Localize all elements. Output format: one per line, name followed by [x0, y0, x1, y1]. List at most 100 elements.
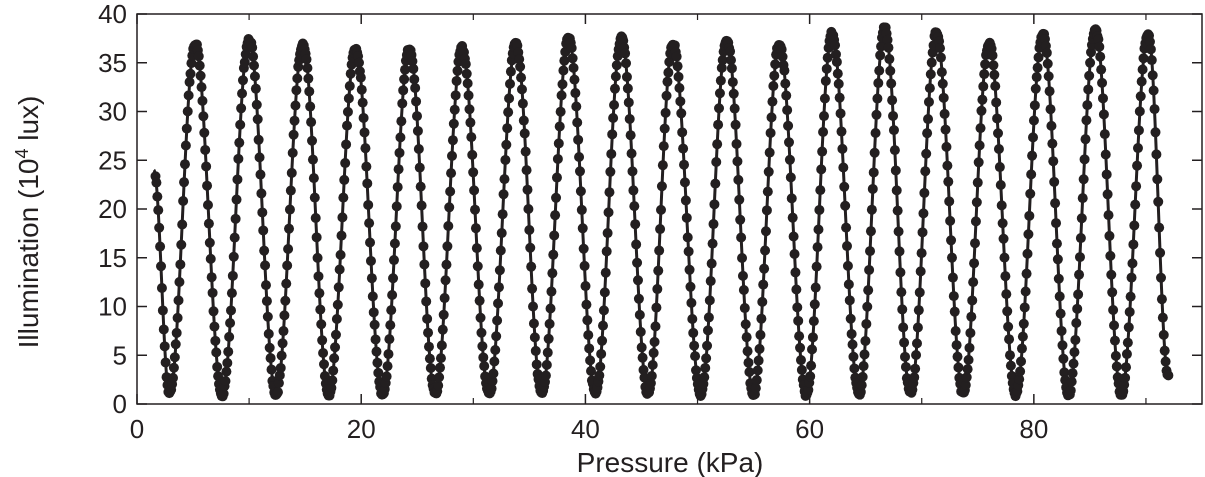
- data-point: [713, 119, 724, 130]
- data-point: [819, 93, 830, 104]
- data-point: [621, 71, 632, 82]
- data-point: [769, 70, 780, 81]
- data-point: [337, 212, 348, 223]
- data-point: [1054, 291, 1065, 302]
- data-point: [715, 75, 726, 86]
- data-point: [1058, 353, 1069, 364]
- data-point: [386, 305, 397, 316]
- data-point: [255, 169, 266, 180]
- data-point: [1150, 127, 1161, 138]
- data-point: [362, 178, 373, 189]
- data-point: [461, 68, 472, 79]
- data-point: [1093, 34, 1104, 45]
- data-point: [682, 232, 693, 243]
- data-point: [888, 125, 899, 136]
- data-point: [433, 380, 444, 391]
- data-point: [221, 366, 232, 377]
- data-point: [249, 71, 260, 82]
- data-point: [171, 327, 182, 338]
- data-point: [1015, 366, 1026, 377]
- data-point: [397, 98, 408, 109]
- data-point: [491, 331, 502, 342]
- data-point: [1030, 83, 1041, 94]
- data-point: [1097, 77, 1108, 88]
- data-point: [1152, 174, 1163, 185]
- data-point: [440, 275, 451, 286]
- data-point: [438, 309, 449, 320]
- data-point: [541, 359, 552, 370]
- data-point: [172, 312, 183, 323]
- data-point: [601, 246, 612, 257]
- data-point: [609, 99, 620, 110]
- data-point: [545, 303, 556, 314]
- data-point: [211, 347, 222, 358]
- data-point: [393, 164, 404, 175]
- data-point: [547, 268, 558, 279]
- data-point: [920, 166, 931, 177]
- data-point: [207, 287, 218, 298]
- data-point: [700, 362, 711, 373]
- y-tick-label: 5: [113, 340, 127, 370]
- data-point: [656, 181, 667, 192]
- data-point: [672, 61, 683, 72]
- data-point: [999, 252, 1010, 263]
- x-tick-label: 60: [795, 414, 824, 444]
- data-point: [1028, 115, 1039, 126]
- data-point: [343, 93, 354, 104]
- data-point: [531, 359, 542, 370]
- data-point: [626, 148, 637, 159]
- data-point: [638, 364, 649, 375]
- data-point: [876, 41, 887, 52]
- data-point: [556, 90, 567, 101]
- data-point: [231, 194, 242, 205]
- data-point: [873, 78, 884, 89]
- data-point: [681, 212, 692, 223]
- data-point: [945, 215, 956, 226]
- data-point: [837, 143, 848, 154]
- data-point: [1108, 305, 1119, 316]
- data-point: [625, 130, 636, 141]
- data-point: [960, 380, 971, 391]
- data-point: [686, 297, 697, 308]
- data-point: [598, 305, 609, 316]
- data-point: [784, 137, 794, 148]
- data-point: [305, 101, 316, 112]
- data-point: [600, 267, 611, 278]
- data-point: [599, 287, 610, 298]
- data-point: [818, 126, 829, 137]
- data-point: [1024, 210, 1035, 221]
- data-point: [968, 277, 979, 288]
- data-point: [777, 51, 788, 62]
- data-point: [413, 144, 424, 154]
- data-point: [497, 209, 508, 220]
- data-point: [727, 77, 738, 88]
- data-point: [1128, 239, 1139, 250]
- data-point: [273, 378, 284, 389]
- data-point: [946, 235, 957, 246]
- data-point: [315, 304, 326, 315]
- data-point: [442, 241, 453, 252]
- data-point: [818, 111, 829, 122]
- data-point: [1072, 303, 1083, 314]
- data-point: [656, 204, 667, 215]
- data-point: [858, 361, 869, 372]
- data-point: [977, 94, 988, 105]
- data-point: [339, 174, 350, 185]
- data-point: [576, 204, 587, 215]
- data-point: [1053, 273, 1064, 284]
- data-point: [527, 283, 538, 294]
- data-point: [742, 346, 753, 357]
- data-point: [515, 61, 526, 72]
- data-point: [170, 339, 181, 350]
- data-point: [671, 51, 682, 62]
- data-point: [971, 197, 982, 208]
- data-point: [1002, 306, 1013, 317]
- data-point: [478, 352, 489, 363]
- data-point: [835, 108, 846, 119]
- data-point: [559, 55, 570, 66]
- data-point: [193, 51, 204, 62]
- data-point: [373, 367, 384, 378]
- data-point: [1156, 272, 1166, 283]
- data-point: [810, 282, 821, 293]
- data-point: [1145, 44, 1156, 55]
